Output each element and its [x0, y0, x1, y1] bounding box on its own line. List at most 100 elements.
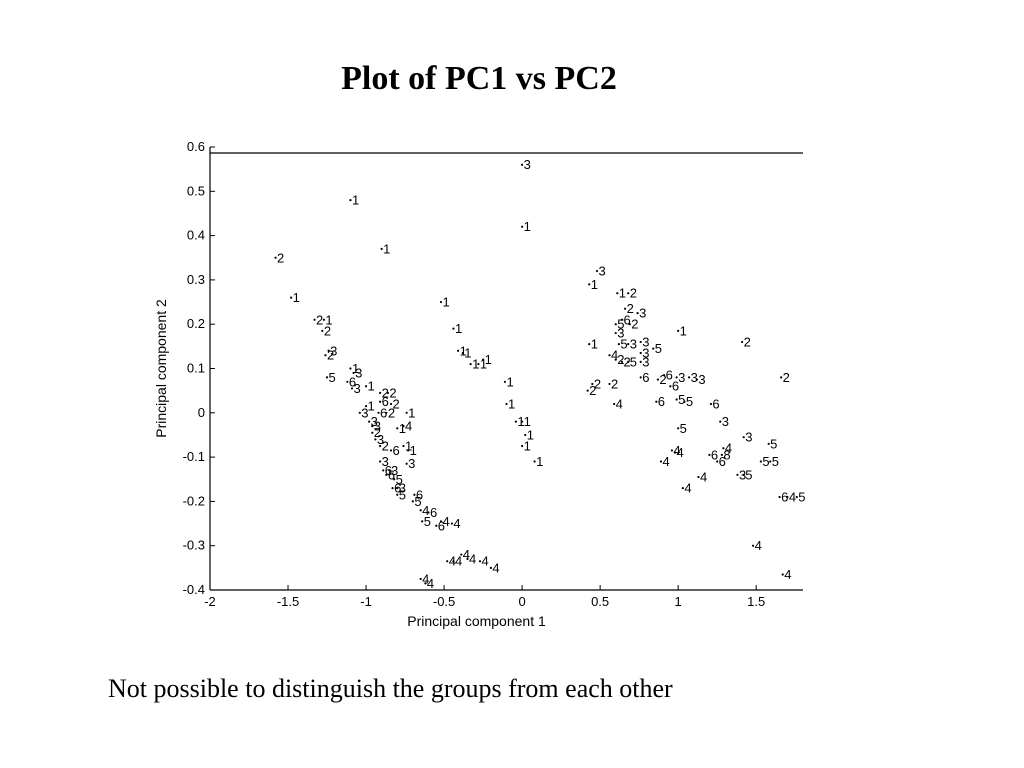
data-point-dot — [435, 524, 438, 527]
data-point: 4 — [755, 538, 762, 553]
data-point-dot — [616, 292, 619, 295]
data-point: 5 — [630, 354, 637, 369]
data-point: 5 — [617, 317, 624, 332]
data-point-dot — [402, 424, 405, 428]
data-point-dot — [327, 349, 330, 352]
data-point-dot — [620, 318, 624, 321]
data-point-dot — [687, 376, 691, 379]
data-point-dot — [358, 411, 361, 414]
data-point: 6 — [349, 374, 356, 389]
data-point: 1 — [352, 193, 359, 208]
data-point: 2 — [316, 312, 323, 327]
data-point-dot — [378, 400, 382, 403]
data-point-dot — [419, 577, 422, 581]
data-point-dot — [673, 451, 677, 454]
data-point-dot — [393, 478, 396, 481]
data-point-dot — [378, 391, 382, 394]
data-point-dot — [521, 444, 524, 448]
data-point: 5 — [396, 472, 403, 487]
data-point-dot — [586, 389, 589, 392]
data-point: 3 — [630, 337, 637, 352]
data-point-dot — [521, 420, 524, 423]
data-point: 4 — [469, 551, 476, 566]
data-point-dot — [380, 247, 383, 250]
x-tick-label: -2 — [204, 594, 216, 609]
data-point: 2 — [374, 425, 381, 440]
data-point: 5 — [424, 514, 431, 529]
data-point-dot — [751, 544, 755, 547]
data-point-dot — [720, 453, 723, 456]
data-point-dot — [655, 400, 658, 403]
data-point-dot — [386, 391, 389, 394]
data-point-dot — [325, 376, 329, 379]
data-point: 3 — [408, 456, 415, 471]
data-point: 1 — [619, 286, 626, 301]
scatter-chart: -2 -1.5 -1 -0.5 0 0.5 1 1.5 0.6 0.5 0.4 0.3 0.2 0.1 0 -… — [153, 139, 805, 629]
data-point: 6 — [666, 368, 673, 383]
data-point: 2 — [617, 352, 624, 367]
data-point: 3 — [639, 306, 646, 321]
data-point: 5 — [414, 494, 421, 509]
data-point-dot — [371, 424, 374, 428]
data-point-dot — [385, 473, 388, 476]
data-point: 5 — [399, 487, 406, 502]
data-point: 3 — [361, 405, 368, 420]
data-point-dot — [313, 318, 316, 321]
data-point: 3 — [617, 326, 624, 341]
data-point: 4 — [662, 454, 669, 469]
data-point: 6 — [711, 447, 718, 462]
data-point-dot — [620, 360, 624, 363]
y-tick-label: 0.6 — [187, 139, 205, 154]
data-point-dot — [639, 376, 642, 379]
data-point: 4 — [492, 560, 499, 575]
data-point: 1 — [442, 295, 449, 310]
data-point-dot — [675, 376, 678, 379]
data-point: 1 — [383, 241, 390, 256]
data-point-dot — [402, 444, 405, 448]
data-point: 2 — [594, 377, 601, 392]
data-point: 1 — [368, 399, 375, 414]
data-point-dot — [321, 329, 324, 332]
data-point-dot — [407, 449, 410, 452]
data-point-dot — [419, 509, 422, 512]
data-point: 1 — [293, 290, 300, 305]
data-point-dot — [588, 343, 591, 346]
data-point-dot — [388, 469, 391, 472]
data-point: 3 — [642, 354, 649, 369]
data-point: 1 — [524, 219, 531, 234]
data-point: 3 — [524, 157, 531, 172]
x-tick-label: 0.5 — [591, 594, 609, 609]
y-tick-label: 0.5 — [187, 183, 205, 198]
data-point: 1 — [460, 343, 467, 358]
data-point: 6 — [382, 394, 389, 409]
data-point: 3 — [391, 463, 398, 478]
data-point: 4 — [673, 443, 680, 458]
data-point: 3 — [382, 454, 389, 469]
data-point: 1 — [405, 439, 412, 454]
data-point-dot — [439, 520, 443, 523]
data-point-dot — [709, 402, 713, 406]
data-point: 2 — [623, 354, 630, 369]
x-tick-label: 0 — [518, 594, 525, 609]
data-point-dot — [663, 374, 666, 377]
data-point-dot — [469, 362, 472, 366]
data-point: 3 — [642, 334, 649, 349]
data-point: 4 — [684, 481, 691, 496]
data-point: 4 — [442, 514, 449, 529]
y-tick-label: -0.1 — [183, 449, 205, 464]
y-tick-label: 0.3 — [187, 272, 205, 287]
data-point: 4 — [463, 547, 470, 562]
x-tick-label: 1 — [675, 594, 682, 609]
data-point-dot — [396, 427, 399, 430]
data-point: 3 — [599, 264, 606, 279]
data-point-dot — [411, 500, 414, 503]
data-point-dot — [514, 420, 517, 423]
data-point-dot — [378, 444, 382, 448]
data-point: 3 — [642, 345, 649, 360]
data-point: 6 — [658, 394, 665, 409]
data-point: 2 — [744, 334, 751, 349]
data-point: 1 — [472, 357, 479, 372]
data-point: 5 — [620, 337, 627, 352]
data-point: 3 — [377, 432, 384, 447]
data-point: 6 — [393, 443, 400, 458]
